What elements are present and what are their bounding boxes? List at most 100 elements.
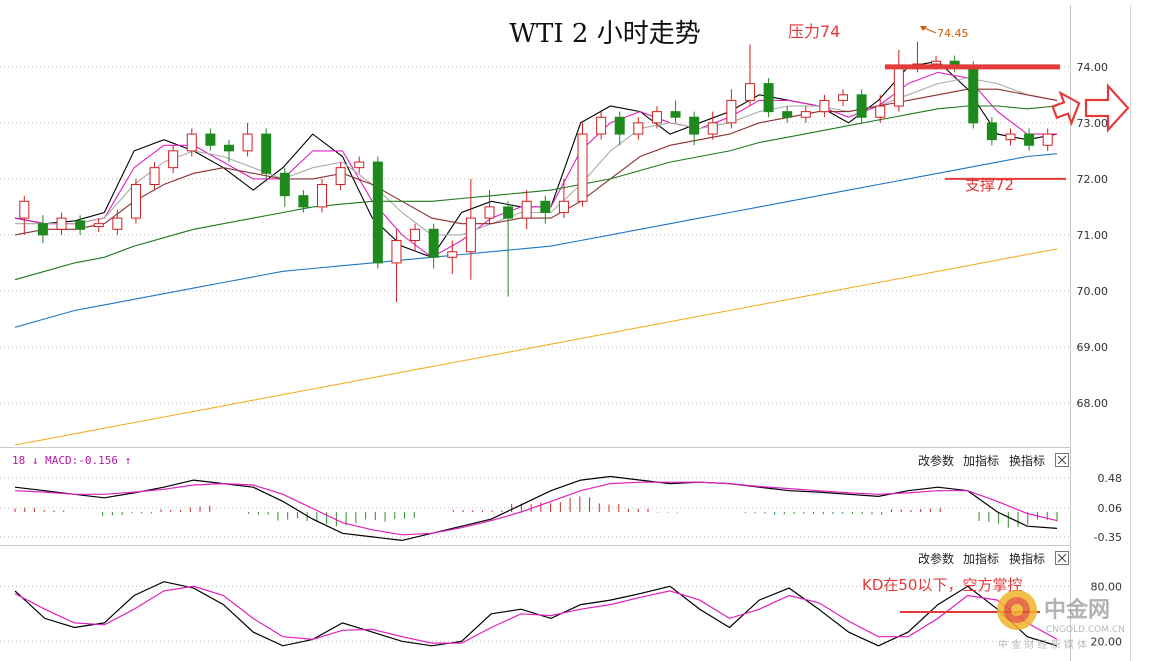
candle [893, 50, 904, 112]
candle-body [633, 122, 644, 135]
candle [1024, 128, 1035, 151]
candle [651, 106, 662, 129]
moving-average-line [14, 153, 1058, 328]
candle-body [447, 251, 458, 258]
hollow-arrow-right-icon [1084, 83, 1130, 133]
moving-average-line [14, 88, 1058, 236]
candle-body [168, 150, 179, 169]
price-axis-ticks: 74.00 73.00 72.00 71.00 70.00 69.00 68.00 [1077, 61, 1109, 410]
close-icon[interactable] [1055, 551, 1069, 565]
support-label: 支撑72 [965, 176, 1014, 194]
candle [93, 218, 104, 233]
resistance-label: 压力74 [788, 22, 840, 41]
candle [223, 139, 234, 163]
candle [838, 89, 849, 107]
candle [447, 240, 458, 275]
candle [763, 78, 774, 118]
candle [744, 44, 755, 107]
kd-axis-ticks: 80.00 20.00 [1091, 580, 1123, 648]
candle-body [93, 223, 104, 227]
candle-body [242, 133, 253, 152]
candle-body [298, 195, 309, 208]
edit-params-button[interactable]: 改参数 [918, 453, 954, 468]
kd-line [14, 585, 1058, 644]
candle [298, 190, 309, 213]
candle-body [1024, 133, 1035, 146]
switch-indicator-button[interactable]: 换指标 [1009, 453, 1045, 468]
candle [875, 94, 886, 123]
candle-body [354, 161, 365, 169]
candle-body [763, 83, 774, 113]
candle [819, 94, 830, 118]
moving-average-lines [14, 60, 1058, 446]
candle-body [503, 206, 514, 219]
candle-body [112, 217, 123, 230]
candle-body [279, 172, 290, 197]
candle [503, 201, 514, 297]
candle-body [540, 200, 551, 213]
candle [56, 212, 67, 235]
candle-body [19, 200, 30, 219]
candle [540, 195, 551, 224]
switch-indicator-button[interactable]: 换指标 [1009, 551, 1045, 566]
macd-line [14, 481, 1058, 536]
y-tick-label: 20.00 [1091, 635, 1123, 648]
candle [391, 229, 402, 303]
y-tick-label: 73.00 [1077, 117, 1109, 130]
candle-body [372, 161, 383, 264]
candle-body [968, 66, 979, 124]
moving-average-line [14, 248, 1058, 446]
candle [279, 167, 290, 207]
candle-body [558, 200, 569, 213]
candle [484, 190, 495, 224]
edit-params-button[interactable]: 改参数 [918, 551, 954, 566]
macd-axis-ticks: 0.48 0.06 -0.35 [1094, 472, 1122, 544]
y-tick-label: 0.48 [1098, 472, 1123, 485]
candle [800, 106, 811, 123]
candle-body [838, 94, 849, 101]
candle [75, 215, 86, 235]
candle [633, 117, 644, 140]
candle [261, 128, 272, 179]
candle [1042, 128, 1053, 151]
close-icon[interactable] [1055, 453, 1069, 467]
candle-body [596, 116, 607, 135]
y-tick-label: 72.00 [1077, 173, 1109, 186]
macd-label-text: 18 ↓ MACD:-0.156 ↑ [12, 454, 131, 467]
candle [205, 128, 216, 151]
candle-body [130, 183, 141, 219]
candle [37, 215, 48, 244]
moving-average-line [15, 77, 1058, 236]
candle-body [1042, 133, 1053, 146]
watermark-domain: CNGOLD.COM.CN [1046, 625, 1125, 635]
candle [1005, 128, 1016, 146]
candle [317, 178, 328, 213]
y-tick-label: 69.00 [1077, 341, 1109, 354]
candle [558, 178, 569, 219]
price-grid [0, 66, 1070, 404]
candle-body [205, 133, 216, 146]
candle [577, 122, 588, 207]
macd-lines [14, 475, 1058, 542]
candle [410, 223, 421, 252]
candle [949, 55, 960, 73]
y-tick-label: 74.00 [1077, 61, 1109, 74]
candle-body [986, 122, 997, 141]
candle-body [428, 228, 439, 258]
candle-body [75, 220, 86, 230]
kd-lines [14, 581, 1058, 647]
candle-body [1005, 133, 1016, 141]
candle-body [856, 94, 867, 118]
candle-body [317, 183, 328, 208]
high-marker-arrowhead [920, 26, 927, 31]
chart-title: WTI 2 小时走势 [509, 19, 700, 49]
candle-body [819, 99, 830, 113]
y-tick-label: 71.00 [1077, 229, 1109, 242]
candle [986, 117, 997, 146]
macd-histogram [14, 496, 1058, 528]
y-tick-label: -0.35 [1094, 531, 1122, 544]
add-indicator-button[interactable]: 加指标 [963, 551, 999, 566]
kd-annotation: KD在50以下，空方掌控 [862, 576, 1022, 594]
y-tick-label: 80.00 [1091, 580, 1123, 593]
add-indicator-button[interactable]: 加指标 [963, 453, 999, 468]
